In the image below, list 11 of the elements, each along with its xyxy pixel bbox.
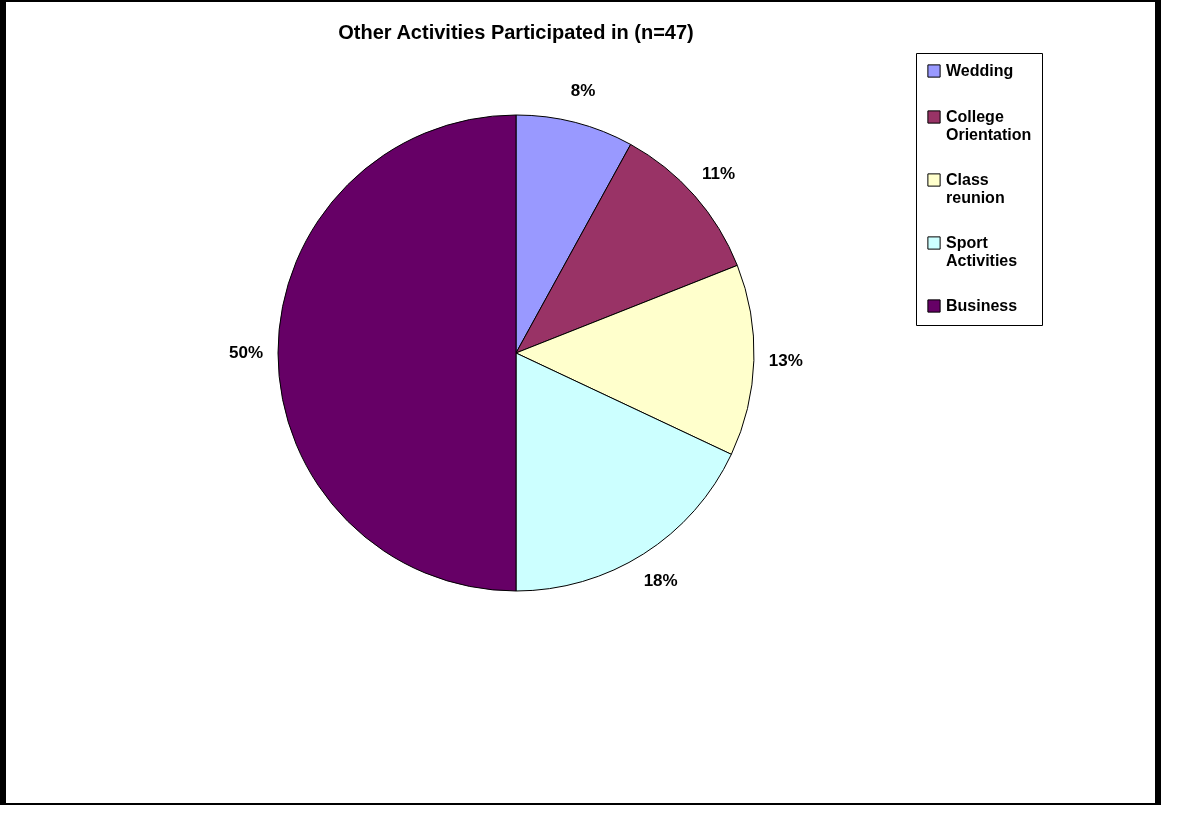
legend-label: Business bbox=[946, 297, 1018, 314]
legend-label: Wedding bbox=[946, 62, 1014, 79]
data-label: 11% bbox=[701, 164, 736, 184]
data-label: 13% bbox=[768, 351, 803, 371]
legend-label: Class reunion bbox=[946, 171, 1005, 206]
data-label: 18% bbox=[643, 570, 678, 590]
chart-title: Other Activities Participated in (n=47) bbox=[338, 20, 694, 43]
legend-label: Sport Activities bbox=[946, 234, 1018, 269]
data-label: 50% bbox=[228, 343, 264, 362]
legend-label: College Orientation bbox=[946, 108, 1032, 143]
data-label: 8% bbox=[570, 81, 596, 101]
